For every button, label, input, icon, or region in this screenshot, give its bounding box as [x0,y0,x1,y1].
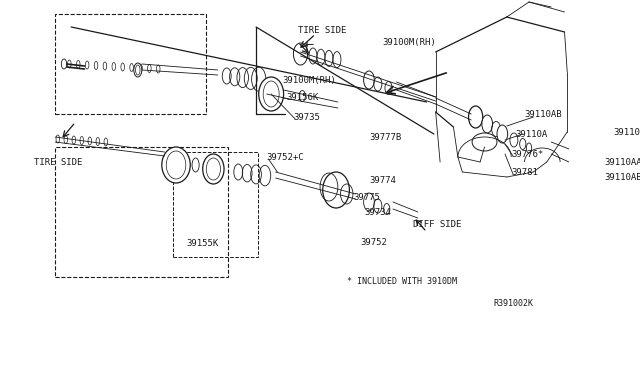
Ellipse shape [520,138,526,150]
Ellipse shape [162,147,190,183]
Text: 39781: 39781 [511,167,538,176]
Text: 39752: 39752 [360,237,387,247]
Text: 39110AB: 39110AB [525,109,562,119]
Ellipse shape [472,133,497,151]
Text: TIRE SIDE: TIRE SIDE [298,26,346,35]
Ellipse shape [468,106,483,128]
Text: 39774: 39774 [369,176,396,185]
Ellipse shape [299,90,305,102]
Text: DIFF SIDE: DIFF SIDE [413,219,462,228]
Text: 39776*: 39776* [511,150,543,158]
Text: 39735: 39735 [293,112,320,122]
Ellipse shape [61,59,67,69]
Ellipse shape [497,125,508,143]
Ellipse shape [482,115,493,133]
Bar [173,152,258,257]
Ellipse shape [323,172,349,208]
Ellipse shape [364,193,374,211]
Text: 39100M(RH): 39100M(RH) [283,76,337,84]
Ellipse shape [385,81,392,94]
Text: 39110AB: 39110AB [605,173,640,182]
Text: $\leftarrow$: $\leftarrow$ [302,39,315,49]
Bar [55,14,206,114]
Bar [55,147,228,277]
Text: 39100M(RH): 39100M(RH) [382,38,436,46]
Ellipse shape [259,77,284,111]
Text: R391002K: R391002K [493,299,533,308]
Text: 39775: 39775 [353,192,380,202]
Ellipse shape [203,154,224,184]
Text: 39752+C: 39752+C [267,153,305,161]
Ellipse shape [383,203,390,215]
Ellipse shape [293,43,308,65]
Text: TIRE SIDE: TIRE SIDE [34,157,82,167]
Text: 39777B: 39777B [369,132,401,141]
Ellipse shape [364,71,374,89]
Text: 39734: 39734 [365,208,392,217]
Text: 39155K: 39155K [187,240,219,248]
Text: 39110A: 39110A [614,128,640,137]
Text: * INCLUDED WITH 3910DM: * INCLUDED WITH 3910DM [347,278,457,286]
Text: 39156K: 39156K [286,93,319,102]
Ellipse shape [134,63,142,77]
Text: 39110AA: 39110AA [605,157,640,167]
Text: 39110A: 39110A [516,129,548,138]
